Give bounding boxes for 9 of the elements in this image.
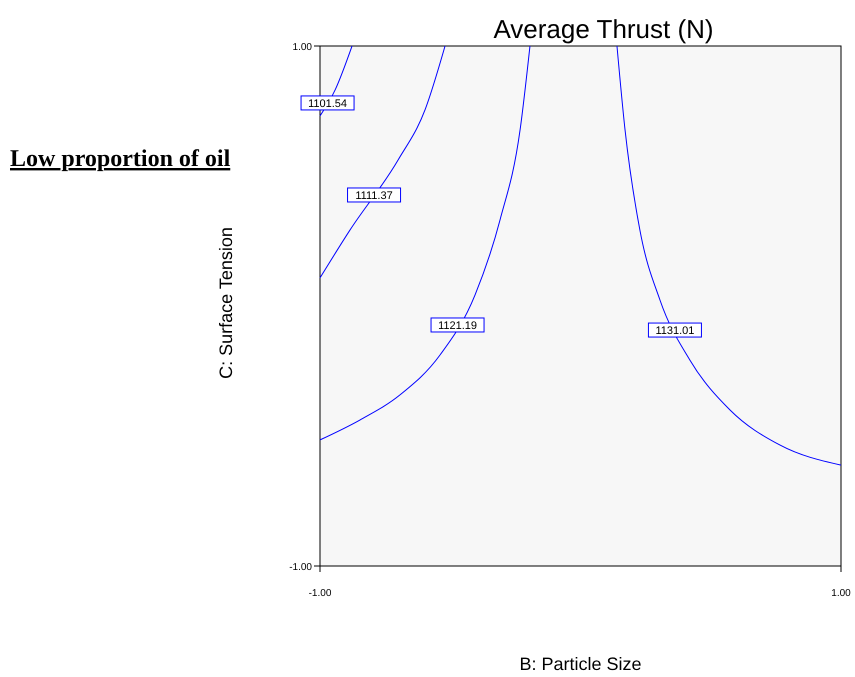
series-label: 1121.19: [438, 320, 478, 332]
chart-title: Average Thrust (N): [493, 14, 714, 44]
text: Low proportion of oil: [10, 146, 231, 172]
series-label: 1101.54: [308, 98, 348, 110]
x-axis-title: B: Particle Size: [519, 654, 642, 674]
series-label: 1131.01: [655, 325, 694, 338]
line-series: [616, 46, 842, 466]
y-axis-title: C: Surface Tension: [216, 227, 236, 379]
series-label: 1111.37: [355, 190, 393, 202]
